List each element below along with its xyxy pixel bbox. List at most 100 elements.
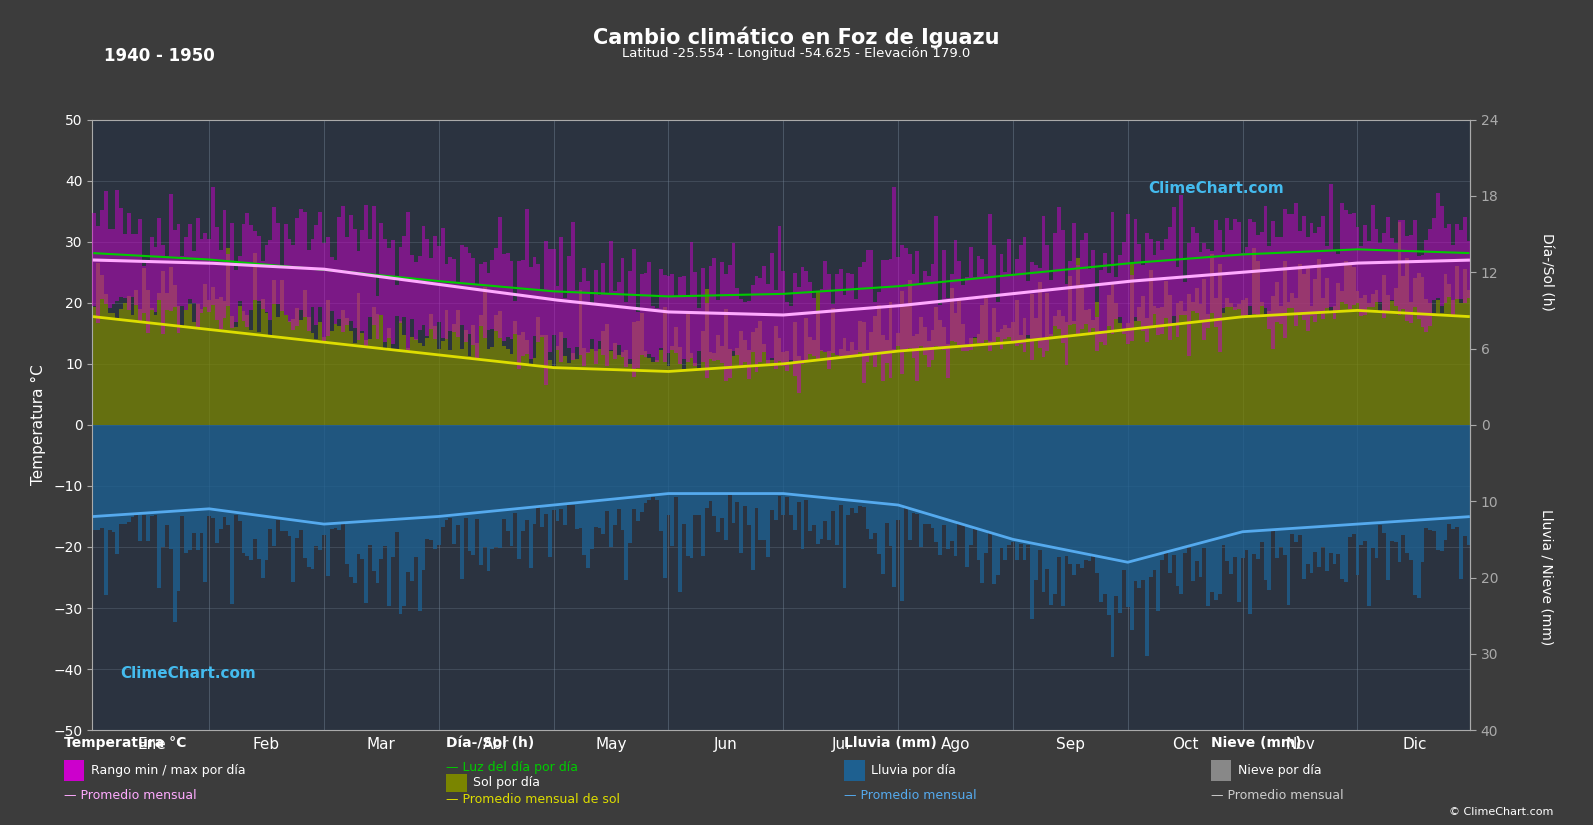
Bar bbox=[123, 234, 127, 299]
Bar bbox=[556, 286, 559, 350]
Bar bbox=[425, 338, 429, 425]
Bar bbox=[1091, 320, 1096, 425]
Text: Lluvia (mm): Lluvia (mm) bbox=[844, 736, 937, 750]
Bar bbox=[1391, 425, 1394, 541]
Bar bbox=[245, 425, 250, 556]
Bar bbox=[570, 222, 575, 361]
Bar bbox=[1290, 425, 1294, 534]
Bar bbox=[360, 425, 365, 559]
Bar bbox=[1255, 235, 1260, 317]
Bar bbox=[529, 425, 532, 568]
Text: Rango min / max por día: Rango min / max por día bbox=[91, 764, 245, 777]
Bar bbox=[897, 333, 900, 425]
Bar bbox=[1432, 218, 1435, 300]
Bar bbox=[376, 314, 379, 425]
Bar bbox=[930, 264, 935, 361]
Bar bbox=[1050, 425, 1053, 606]
Bar bbox=[341, 310, 346, 425]
Bar bbox=[1372, 425, 1375, 548]
Bar bbox=[444, 309, 448, 425]
Bar bbox=[532, 257, 537, 336]
Bar bbox=[384, 425, 387, 546]
Bar bbox=[1448, 284, 1451, 425]
Bar bbox=[1274, 238, 1279, 322]
Bar bbox=[237, 425, 242, 521]
Bar bbox=[1072, 425, 1077, 575]
Bar bbox=[583, 348, 586, 425]
Bar bbox=[417, 256, 422, 330]
Bar bbox=[564, 298, 567, 338]
Bar bbox=[980, 259, 984, 342]
Bar bbox=[652, 306, 655, 356]
Bar bbox=[881, 335, 884, 425]
Bar bbox=[1325, 278, 1329, 425]
Bar bbox=[1129, 425, 1134, 630]
Bar bbox=[1435, 299, 1440, 425]
Bar bbox=[1329, 425, 1333, 554]
Bar bbox=[1279, 238, 1282, 324]
Bar bbox=[188, 425, 191, 549]
Bar bbox=[1160, 425, 1164, 560]
Bar bbox=[250, 425, 253, 559]
Bar bbox=[1459, 425, 1462, 578]
Bar bbox=[1416, 425, 1421, 598]
Bar bbox=[1107, 425, 1110, 615]
Bar bbox=[930, 425, 935, 527]
Bar bbox=[1102, 425, 1107, 594]
Bar bbox=[1007, 239, 1012, 337]
Bar bbox=[820, 425, 824, 539]
Bar bbox=[119, 425, 123, 524]
Bar bbox=[682, 370, 685, 425]
Bar bbox=[889, 302, 892, 425]
Bar bbox=[123, 425, 127, 525]
Bar bbox=[131, 425, 134, 516]
Bar bbox=[1271, 295, 1274, 425]
Bar bbox=[127, 213, 131, 310]
Bar bbox=[311, 238, 314, 307]
Bar bbox=[180, 257, 185, 305]
Bar bbox=[330, 257, 333, 311]
Bar bbox=[903, 248, 908, 350]
Bar bbox=[946, 299, 949, 378]
Bar bbox=[548, 425, 551, 558]
Bar bbox=[507, 253, 510, 337]
Bar bbox=[452, 425, 456, 544]
Bar bbox=[796, 356, 801, 425]
Bar bbox=[690, 353, 693, 425]
Bar bbox=[526, 210, 529, 354]
Bar bbox=[671, 425, 674, 546]
Bar bbox=[865, 250, 870, 362]
Bar bbox=[1356, 227, 1359, 303]
Bar bbox=[1153, 306, 1157, 425]
Bar bbox=[731, 425, 736, 523]
Bar bbox=[941, 425, 946, 526]
Bar bbox=[510, 261, 513, 339]
Bar bbox=[965, 344, 969, 425]
Bar bbox=[851, 274, 854, 355]
Bar bbox=[352, 343, 357, 425]
Bar bbox=[1088, 309, 1091, 425]
Bar bbox=[264, 425, 269, 560]
Bar bbox=[605, 324, 609, 425]
Bar bbox=[881, 260, 884, 381]
Bar bbox=[854, 299, 859, 355]
Bar bbox=[1454, 425, 1459, 527]
Bar bbox=[1007, 328, 1012, 425]
Bar bbox=[414, 262, 417, 341]
Bar bbox=[701, 268, 704, 362]
Bar bbox=[919, 283, 922, 346]
Bar bbox=[139, 219, 142, 322]
Bar bbox=[185, 425, 188, 553]
Bar bbox=[1004, 325, 1007, 425]
Bar bbox=[548, 249, 551, 352]
Text: Lluvia / Nieve (mm): Lluvia / Nieve (mm) bbox=[1539, 509, 1553, 646]
Bar bbox=[436, 425, 441, 545]
Bar bbox=[1192, 302, 1195, 425]
Bar bbox=[644, 273, 647, 356]
Bar bbox=[1333, 306, 1337, 425]
Bar bbox=[984, 274, 988, 340]
Bar bbox=[881, 425, 884, 573]
Bar bbox=[859, 425, 862, 507]
Bar bbox=[824, 352, 827, 425]
Bar bbox=[299, 320, 303, 425]
